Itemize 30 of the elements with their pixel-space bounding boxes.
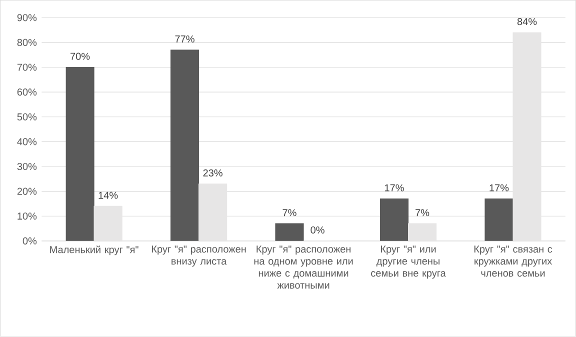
bar [484,198,514,242]
x-tick-label: Маленький круг "я" [50,246,138,256]
data-label: 84% [517,18,537,26]
x-tick-label: Круг "я" расположен на одном уровне или ниже с домашними животными [254,246,353,289]
y-tick-label: 20% [17,188,37,196]
data-label: 70% [70,52,90,60]
y-tick-label: 90% [17,14,37,22]
y-tick-label: 50% [17,114,37,121]
data-label: 23% [203,170,222,177]
data-label: 0% [310,226,324,234]
data-label: 77% [175,36,194,43]
data-label: 7% [416,209,430,216]
x-tick-label: Круг "я" или другие члены семьи вне круга [371,246,446,279]
data-label: 17% [384,184,404,192]
x-tick-label: Круг "я" расположен внизу листа [152,246,246,267]
bar [380,198,409,242]
y-tick-label: 30% [17,163,37,170]
y-tick-label: 40% [17,138,37,146]
data-label: 7% [282,209,296,216]
data-label: 14% [98,192,118,199]
bar [275,223,304,242]
data-label: 17% [490,184,509,192]
y-tick-label: 70% [17,64,37,71]
y-tick-label: 0% [22,238,37,245]
x-tick-label: Круг "я" связан с кружками других членов семьи [474,246,552,277]
bar [170,50,200,242]
y-tick-label: 80% [17,39,37,46]
bar [66,67,94,242]
y-tick-label: 60% [17,88,37,96]
y-tick-label: 10% [18,212,37,220]
